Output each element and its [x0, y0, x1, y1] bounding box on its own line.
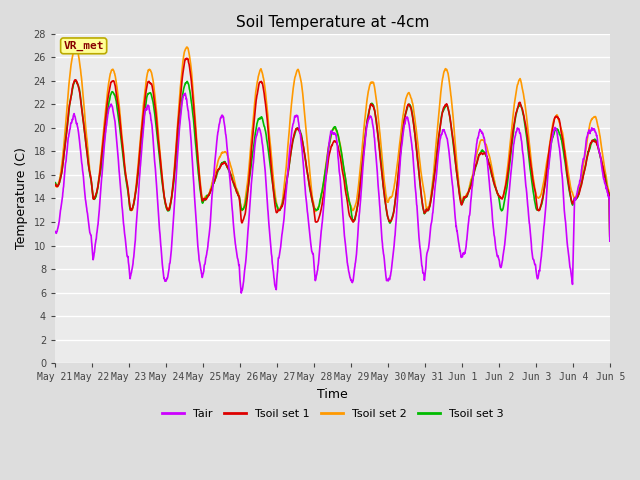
Legend: Tair, Tsoil set 1, Tsoil set 2, Tsoil set 3: Tair, Tsoil set 1, Tsoil set 2, Tsoil se…	[157, 405, 508, 423]
Title: Soil Temperature at -4cm: Soil Temperature at -4cm	[236, 15, 429, 30]
X-axis label: Time: Time	[317, 388, 348, 401]
Text: VR_met: VR_met	[63, 41, 104, 51]
Y-axis label: Temperature (C): Temperature (C)	[15, 147, 28, 250]
